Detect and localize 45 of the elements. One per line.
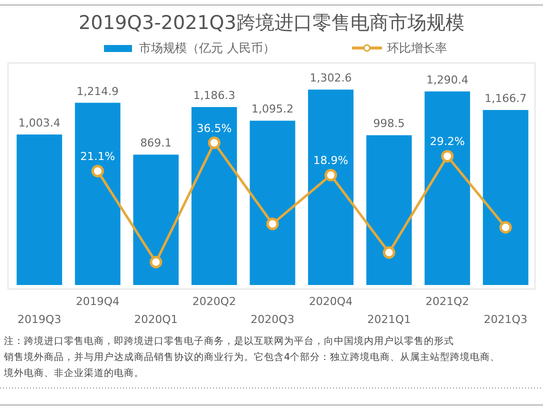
- legend-label: 环比增长率: [387, 41, 447, 55]
- data-label: 1,095.2: [252, 102, 294, 116]
- bar: [133, 154, 179, 285]
- x-tick-label: 2020Q3: [250, 313, 294, 326]
- data-label: 869.1: [140, 136, 172, 150]
- data-label: 1,186.3: [193, 89, 236, 102]
- bar: [74, 102, 120, 285]
- bar: [366, 135, 412, 285]
- data-label: 29.2%: [430, 135, 465, 148]
- bar: [482, 110, 528, 285]
- point: [499, 221, 512, 234]
- data-label: 1,166.7: [484, 92, 527, 105]
- data-label: 21.1%: [80, 150, 116, 164]
- text: 销售境外商品，并与用户达成商品销售协议的商业行为。它包含4个部分：独立跨境电商、从属主站型跨境电商、: [3, 351, 500, 363]
- x-tick-label: 2020Q4: [308, 295, 353, 308]
- bar: [16, 134, 62, 285]
- point: [150, 256, 162, 268]
- bar: [250, 120, 296, 285]
- x-tick-label: 2020Q1: [134, 313, 178, 326]
- x-tick-label: 2019Q4: [76, 295, 120, 308]
- point: [91, 164, 104, 178]
- data-label: 36.5%: [196, 122, 232, 135]
- bar: [308, 90, 354, 285]
- data-label: 1,003.4: [18, 116, 60, 130]
- point: [324, 168, 338, 182]
- legend-label: 市场规模（亿元 人民币）: [139, 41, 275, 55]
- data-label: 1,302.6: [310, 72, 352, 85]
- point: [266, 218, 279, 230]
- data-label: 1,290.4: [426, 73, 468, 86]
- x-tick-label: 2019Q3: [18, 313, 62, 326]
- point: [441, 150, 454, 162]
- x-tick-label: 2021Q3: [484, 313, 528, 326]
- point: [208, 136, 220, 150]
- data-label: 18.9%: [313, 154, 348, 168]
- bar: [191, 107, 237, 285]
- point: [382, 246, 396, 259]
- chart-title: 2019Q3-2021Q3跨境进口零售电商市场规模: [78, 12, 464, 34]
- x-tick-label: 2021Q1: [367, 313, 411, 326]
- x-tick-label: 2020Q2: [192, 295, 236, 308]
- text: 注：跨境进口零售电商，即跨境进口零售电子商务，是以互联网为平台，向中国境内用户以零售的形式: [4, 335, 454, 347]
- text: 境外电商、非企业渠道的电商。: [3, 367, 144, 379]
- data-label: 1,214.9: [76, 84, 119, 98]
- x-tick-label: 2021Q2: [426, 295, 470, 308]
- data-label: 998.5: [373, 117, 405, 130]
- bar: [424, 91, 470, 285]
